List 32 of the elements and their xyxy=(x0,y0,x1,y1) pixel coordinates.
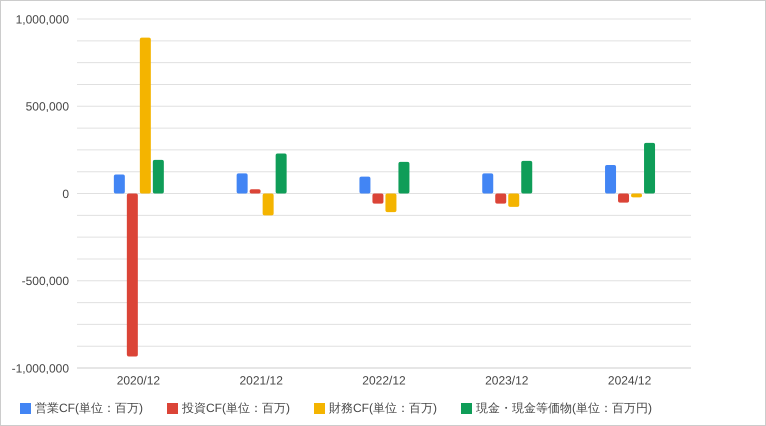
bar xyxy=(385,194,396,212)
bar xyxy=(114,174,125,194)
bar xyxy=(276,154,287,194)
y-tick-label: -1,000,000 xyxy=(12,361,70,376)
x-tick-label: 2021/12 xyxy=(240,374,284,388)
bar xyxy=(644,142,656,194)
bar xyxy=(508,194,520,207)
legend-label: 財務CF(単位：百万) xyxy=(329,401,437,415)
bar xyxy=(398,162,410,194)
bar xyxy=(152,160,164,194)
y-tick-label: 1,000,000 xyxy=(16,12,70,26)
x-tick-label: 2022/12 xyxy=(362,374,406,388)
bar xyxy=(605,165,616,194)
y-tick-label: 0 xyxy=(62,186,70,201)
legend-label: 投資CF(単位：百万) xyxy=(182,401,290,415)
bar xyxy=(262,194,274,216)
x-tick-label: 2024/12 xyxy=(608,374,652,388)
legend-label: 現金・現金等価物(単位：百万円) xyxy=(476,401,652,415)
bar xyxy=(618,194,630,203)
y-tick-label: -500,000 xyxy=(22,274,70,288)
bar xyxy=(126,194,138,356)
bar xyxy=(495,194,506,204)
bar xyxy=(359,176,370,194)
bar xyxy=(482,173,494,194)
y-tick-label: 500,000 xyxy=(26,100,70,114)
x-tick-label: 2020/12 xyxy=(116,374,160,388)
bar xyxy=(236,173,248,194)
bar xyxy=(372,194,384,204)
bar xyxy=(140,38,151,194)
bar xyxy=(521,160,532,194)
x-tick-label: 2023/12 xyxy=(485,374,529,388)
legend-label: 営業CF(単位：百万) xyxy=(35,401,143,415)
